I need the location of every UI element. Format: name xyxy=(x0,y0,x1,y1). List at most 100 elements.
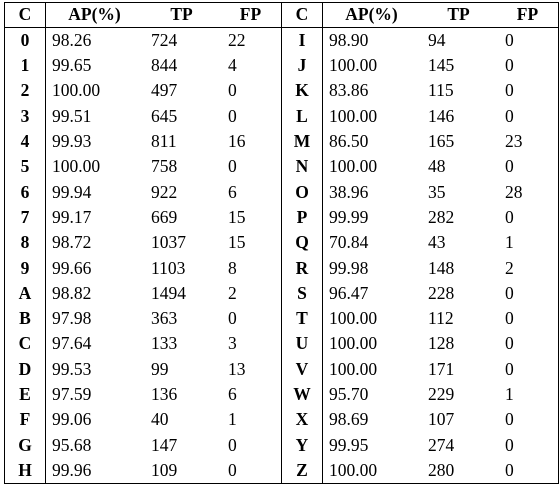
table-row: H 99.96 109 0 Z 100.00 280 0 xyxy=(4,458,559,485)
tp-cell-right: 115 xyxy=(428,80,454,101)
tp-cell-right: 128 xyxy=(428,333,455,354)
ap-cell-right: 98.90 xyxy=(329,29,369,50)
table-row: 3 99.51 645 0 L 100.00 146 0 xyxy=(4,103,559,130)
class-cell-right: W xyxy=(281,382,323,408)
fp-cell-left: 1 xyxy=(228,409,237,430)
fp-cell-left: 8 xyxy=(228,257,237,278)
fp-cell-left: 16 xyxy=(228,131,246,152)
fp-cell-left: 0 xyxy=(228,156,237,177)
ap-cell-left: 99.51 xyxy=(52,105,92,126)
table-row: F 99.06 40 1 X 98.69 107 0 xyxy=(4,407,559,433)
ap-cell-right: 95.70 xyxy=(329,384,369,405)
class-cell-left: 7 xyxy=(4,205,46,231)
per-class-results-table: C AP(%) TP FP C AP(%) TP FP 0 98.26 724 22 I… xyxy=(4,2,559,485)
ap-cell-left: 99.93 xyxy=(52,131,92,152)
tp-cell-left: 1103 xyxy=(151,257,186,278)
fp-cell-left: 22 xyxy=(228,29,246,50)
table-row: 6 99.94 922 6 O 38.96 35 28 xyxy=(4,179,559,206)
class-cell-left: 5 xyxy=(4,154,46,180)
class-cell-right: O xyxy=(281,179,323,206)
ap-cell-left: 99.53 xyxy=(52,358,92,379)
ap-cell-right: 100.00 xyxy=(329,105,378,126)
tp-cell-right: 112 xyxy=(428,308,454,329)
ap-cell-left: 95.68 xyxy=(52,434,92,455)
class-cell-left: 3 xyxy=(4,103,46,130)
ap-cell-right: 99.99 xyxy=(329,206,369,227)
ap-cell-left: 98.26 xyxy=(52,29,92,50)
fp-cell-left: 15 xyxy=(228,206,246,227)
tp-cell-left: 497 xyxy=(151,80,178,101)
tp-cell-right: 280 xyxy=(420,458,497,485)
class-cell-right: X xyxy=(281,407,323,433)
table-row: 9 99.66 1103 8 R 99.98 148 2 xyxy=(4,255,559,281)
table-row: B 97.98 363 0 T 100.00 112 0 xyxy=(4,306,559,332)
fp-cell-left: 13 xyxy=(228,358,246,379)
tp-cell-right: 282 xyxy=(428,206,455,227)
ap-cell-left: 99.65 xyxy=(52,55,92,76)
tp-cell-right: 228 xyxy=(428,282,455,303)
class-cell-left: 6 xyxy=(4,179,46,206)
table-body: 0 98.26 724 22 I 98.90 94 0 1 99.65 844 4 J 100.00 145… xyxy=(4,27,559,485)
class-cell-left: 9 xyxy=(4,255,46,281)
header-class-left: C xyxy=(4,2,46,28)
tp-cell-left: 724 xyxy=(151,29,178,50)
ap-cell-left: 99.66 xyxy=(52,257,92,278)
fp-cell-right: 0 xyxy=(497,331,559,357)
class-cell-right: V xyxy=(281,356,323,383)
fp-cell-right: 28 xyxy=(497,179,559,206)
tp-cell-right: 274 xyxy=(428,434,455,455)
class-cell-right: S xyxy=(281,280,323,307)
fp-cell-left: 15 xyxy=(228,232,246,253)
ap-cell-left: 98.72 xyxy=(52,232,92,253)
fp-cell-left: 0 xyxy=(228,105,237,126)
ap-cell-right: 83.86 xyxy=(329,80,369,101)
ap-cell-right: 70.84 xyxy=(329,232,369,253)
fp-cell-right: 0 xyxy=(497,306,559,332)
class-cell-right: K xyxy=(281,78,323,104)
class-cell-right: P xyxy=(281,205,323,231)
fp-cell-right: 0 xyxy=(497,280,559,307)
tp-cell-left: 645 xyxy=(151,105,178,126)
table-row: 1 99.65 844 4 J 100.00 145 0 xyxy=(4,53,559,79)
header-fp-right: FP xyxy=(497,2,559,28)
class-cell-left: 1 xyxy=(4,53,46,79)
ap-cell-right: 86.50 xyxy=(329,131,369,152)
fp-cell-left: 0 xyxy=(228,80,237,101)
ap-cell-left: 99.94 xyxy=(52,181,92,202)
table-row: G 95.68 147 0 Y 99.95 274 0 xyxy=(4,432,559,459)
ap-cell-right: 99.95 xyxy=(329,434,369,455)
class-cell-right: Y xyxy=(281,432,323,459)
ap-cell-left: 100.00 xyxy=(52,156,101,177)
header-tp-left: TP xyxy=(143,2,220,28)
fp-cell-right: 23 xyxy=(497,129,559,155)
ap-cell-left: 99.06 xyxy=(52,409,92,430)
class-cell-left: 4 xyxy=(4,129,46,155)
tp-cell-left: 109 xyxy=(143,458,220,485)
table-row: C 97.64 133 3 U 100.00 128 0 xyxy=(4,331,559,357)
ap-cell-left: 97.64 xyxy=(52,333,92,354)
header-ap-right: AP(%) xyxy=(322,2,420,28)
tp-cell-left: 99 xyxy=(151,358,169,379)
table-row: 8 98.72 1037 15 Q 70.84 43 1 xyxy=(4,230,559,256)
fp-cell-left: 3 xyxy=(228,333,237,354)
tp-cell-left: 40 xyxy=(151,409,169,430)
table-row: 2 100.00 497 0 K 83.86 115 0 xyxy=(4,78,559,104)
fp-cell-right: 1 xyxy=(497,382,559,408)
ap-cell-left: 97.98 xyxy=(52,308,92,329)
tp-cell-right: 229 xyxy=(428,384,455,405)
table-row: 4 99.93 811 16 M 86.50 165 23 xyxy=(4,129,559,155)
class-cell-right: L xyxy=(281,103,323,130)
tp-cell-left: 922 xyxy=(151,181,178,202)
ap-cell-right: 100.00 xyxy=(329,358,378,379)
class-cell-left: E xyxy=(4,382,46,408)
fp-cell-right: 0 xyxy=(497,27,559,54)
class-cell-right: M xyxy=(281,129,323,155)
fp-cell-right: 0 xyxy=(497,205,559,231)
class-cell-right: N xyxy=(281,154,323,180)
ap-cell-right: 100.00 xyxy=(329,333,378,354)
tp-cell-right: 43 xyxy=(428,232,446,253)
ap-cell-right: 98.69 xyxy=(329,409,369,430)
class-cell-right: Z xyxy=(281,458,323,485)
tp-cell-right: 145 xyxy=(428,55,455,76)
table-header-row: C AP(%) TP FP C AP(%) TP FP xyxy=(4,2,559,28)
